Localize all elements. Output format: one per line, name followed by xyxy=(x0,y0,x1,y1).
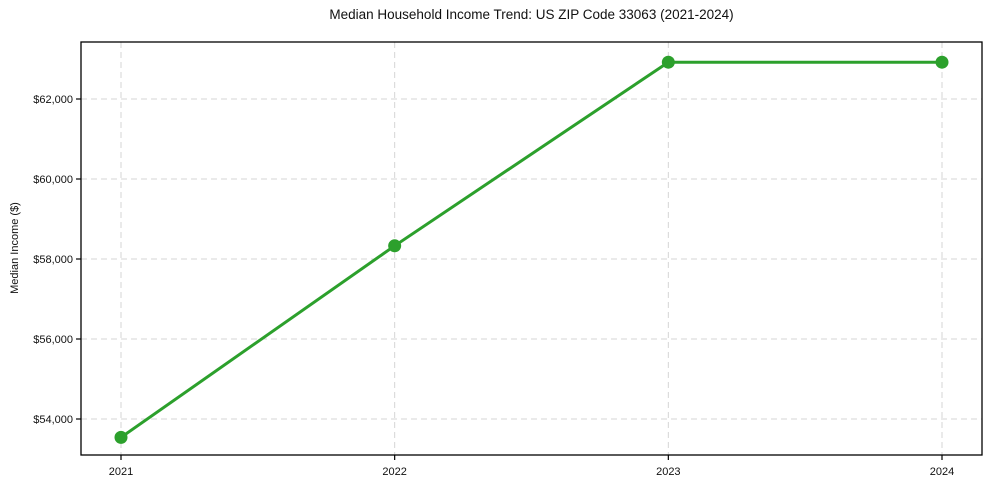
y-tick-label: $60,000 xyxy=(33,174,73,186)
chart-title: Median Household Income Trend: US ZIP Co… xyxy=(329,7,734,22)
y-tick-label: $54,000 xyxy=(33,414,73,426)
y-tick-label: $56,000 xyxy=(33,334,73,346)
x-tick-label: 2022 xyxy=(382,466,406,478)
y-tick-label: $62,000 xyxy=(33,94,73,106)
data-point-marker xyxy=(114,430,128,444)
x-tick-label: 2024 xyxy=(930,466,954,478)
x-tick-label: 2021 xyxy=(109,466,133,478)
data-point-marker xyxy=(935,55,949,69)
data-point-marker xyxy=(661,55,675,69)
series-line xyxy=(119,60,944,439)
data-point-marker xyxy=(388,239,402,253)
x-tick-label: 2023 xyxy=(656,466,680,478)
axes-box xyxy=(80,41,983,456)
y-tick-label: $58,000 xyxy=(33,254,73,266)
